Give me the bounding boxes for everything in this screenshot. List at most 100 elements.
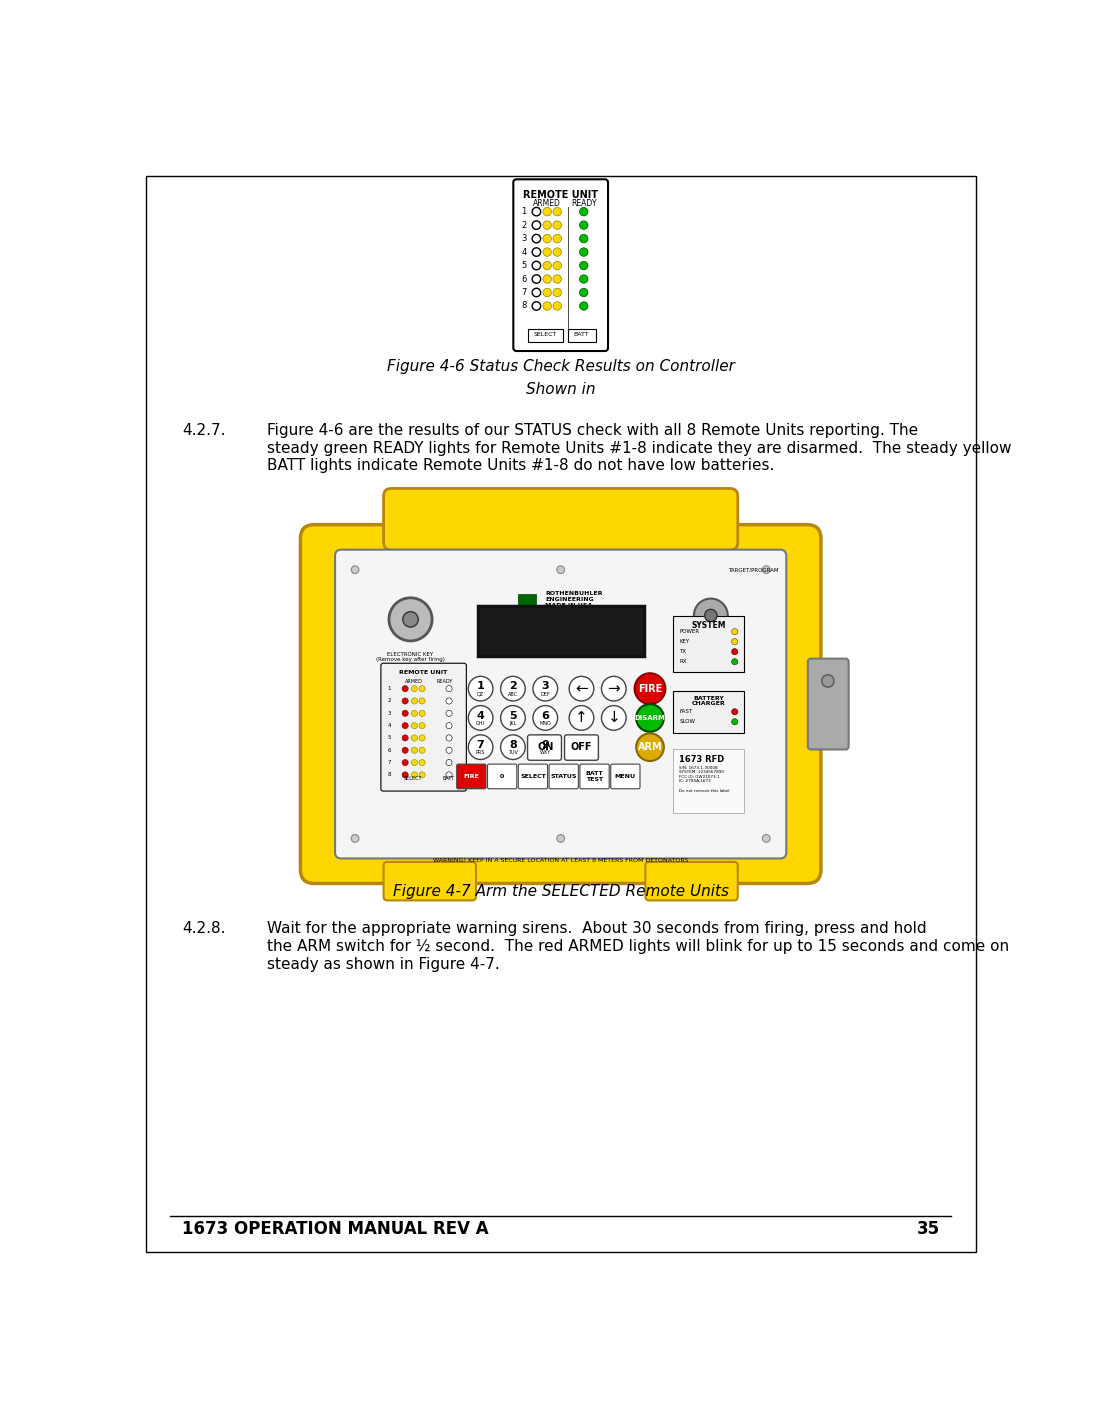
Text: 5: 5: [509, 711, 516, 721]
Circle shape: [543, 274, 551, 283]
Circle shape: [763, 834, 770, 843]
Text: FAST: FAST: [679, 710, 693, 714]
Text: Figure 4-7 Arm the SELECTED Remote Units: Figure 4-7 Arm the SELECTED Remote Units: [393, 884, 729, 899]
Text: ON: ON: [537, 742, 554, 752]
Text: S/N: 1673-1-30008
SYSTEM: 1234567890
FCC ID: GW21073-1
IC: 2785A-1673

Do not re: S/N: 1673-1-30008 SYSTEM: 1234567890 FCC…: [679, 765, 730, 793]
FancyBboxPatch shape: [335, 550, 787, 858]
Circle shape: [543, 301, 551, 310]
Text: BATT: BATT: [443, 776, 455, 782]
Circle shape: [411, 723, 418, 728]
Circle shape: [552, 221, 561, 229]
Circle shape: [446, 772, 452, 778]
Circle shape: [532, 288, 540, 297]
Circle shape: [763, 566, 770, 574]
Circle shape: [411, 772, 418, 778]
Text: Shown in: Shown in: [526, 382, 595, 397]
Text: 9: 9: [542, 740, 549, 749]
Text: 8: 8: [522, 301, 527, 311]
Text: FIRE: FIRE: [464, 773, 479, 779]
Text: MNO: MNO: [539, 721, 551, 725]
Circle shape: [543, 208, 551, 216]
Circle shape: [446, 735, 452, 741]
Circle shape: [446, 747, 452, 754]
Circle shape: [732, 639, 737, 645]
Circle shape: [580, 274, 587, 283]
Circle shape: [419, 747, 426, 754]
Circle shape: [446, 710, 452, 717]
Circle shape: [569, 676, 594, 701]
Circle shape: [446, 759, 452, 765]
Text: 8: 8: [509, 740, 516, 749]
Text: 4: 4: [477, 711, 485, 721]
Circle shape: [403, 723, 408, 728]
Circle shape: [532, 301, 540, 310]
FancyBboxPatch shape: [673, 749, 744, 813]
Circle shape: [446, 723, 452, 728]
Text: 1673 OPERATION MANUAL REV A: 1673 OPERATION MANUAL REV A: [182, 1220, 488, 1239]
Circle shape: [411, 759, 418, 765]
Text: 7: 7: [477, 740, 485, 749]
Circle shape: [403, 772, 408, 778]
FancyBboxPatch shape: [528, 328, 563, 342]
FancyBboxPatch shape: [477, 605, 644, 656]
Text: Wait for the appropriate warning sirens.  About 30 seconds from firing, press an: Wait for the appropriate warning sirens.…: [267, 921, 927, 936]
Text: SELECT: SELECT: [404, 776, 422, 782]
Text: JKL: JKL: [509, 721, 516, 725]
Circle shape: [403, 747, 408, 754]
Text: 8: 8: [387, 772, 391, 778]
Circle shape: [552, 262, 561, 270]
Text: SELECT: SELECT: [520, 773, 546, 779]
Text: DISARM: DISARM: [635, 715, 665, 721]
Text: ↓: ↓: [607, 710, 620, 725]
Text: WXY: WXY: [539, 749, 551, 755]
Circle shape: [411, 747, 418, 754]
Circle shape: [557, 834, 565, 843]
FancyBboxPatch shape: [645, 863, 737, 901]
Circle shape: [732, 718, 737, 725]
Text: 6: 6: [522, 274, 527, 284]
Text: 2: 2: [522, 221, 526, 229]
Text: →: →: [607, 682, 620, 696]
Text: 2: 2: [509, 682, 516, 691]
Circle shape: [543, 262, 551, 270]
Text: READY: READY: [571, 199, 596, 208]
Text: 35: 35: [917, 1220, 940, 1239]
Circle shape: [732, 649, 737, 655]
Circle shape: [552, 274, 561, 283]
Text: FIRE: FIRE: [638, 683, 662, 694]
Text: ↑: ↑: [575, 710, 587, 725]
FancyBboxPatch shape: [301, 525, 820, 884]
Circle shape: [403, 759, 408, 765]
Circle shape: [552, 247, 561, 256]
Circle shape: [533, 735, 558, 759]
Circle shape: [411, 735, 418, 741]
Circle shape: [532, 247, 540, 256]
Circle shape: [636, 704, 664, 732]
Text: WARNING! KEEP IN A SECURE LOCATION AT LEAST 8 METERS FROM DETONATORS: WARNING! KEEP IN A SECURE LOCATION AT LE…: [433, 858, 688, 863]
FancyBboxPatch shape: [565, 735, 598, 761]
Circle shape: [403, 699, 408, 704]
Circle shape: [732, 659, 737, 665]
Text: STATUS: STATUS: [550, 773, 577, 779]
Text: 3: 3: [522, 235, 527, 243]
Text: SELECT: SELECT: [534, 332, 557, 338]
Circle shape: [419, 710, 426, 717]
Circle shape: [602, 706, 626, 730]
Circle shape: [468, 706, 493, 730]
Text: ←: ←: [575, 682, 587, 696]
Text: TARGET/PROGRAM: TARGET/PROGRAM: [728, 567, 779, 573]
FancyBboxPatch shape: [381, 663, 466, 790]
FancyBboxPatch shape: [517, 594, 536, 612]
Circle shape: [636, 734, 664, 761]
Text: 0: 0: [500, 773, 504, 779]
Text: BATT lights indicate Remote Units #1-8 do not have low batteries.: BATT lights indicate Remote Units #1-8 d…: [267, 458, 789, 474]
Circle shape: [389, 598, 432, 641]
Text: REMOTE UNIT: REMOTE UNIT: [523, 189, 598, 201]
Circle shape: [533, 676, 558, 701]
Text: MENU: MENU: [615, 773, 636, 779]
Circle shape: [351, 566, 359, 574]
Circle shape: [580, 208, 587, 216]
Circle shape: [543, 235, 551, 243]
Text: REMOTE UNIT: REMOTE UNIT: [399, 670, 447, 674]
Text: ARM: ARM: [638, 742, 662, 752]
